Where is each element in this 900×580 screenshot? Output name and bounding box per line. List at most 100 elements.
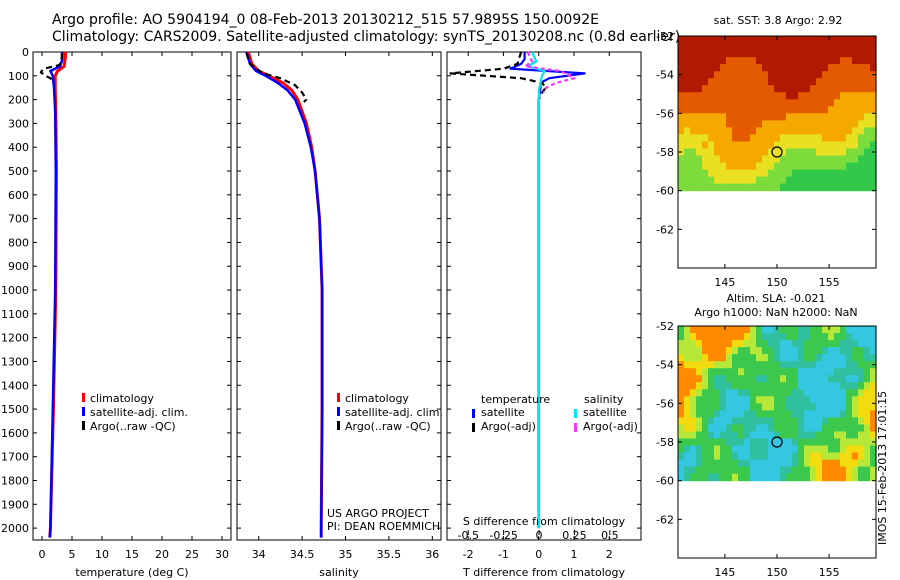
difference-panel: -2 -1 0 1 2T difference from climatology-0.5… xyxy=(446,51,642,579)
map-cell xyxy=(774,120,781,128)
legend-header: temperature xyxy=(481,393,550,406)
map-cell xyxy=(804,403,811,411)
map-cell xyxy=(810,473,817,482)
y-tick-label: 1500 xyxy=(1,403,29,416)
map-cell xyxy=(708,36,715,44)
map-cell xyxy=(786,36,793,44)
map-cell xyxy=(828,64,835,72)
map-cell xyxy=(858,417,865,425)
map-cell xyxy=(792,85,799,93)
map-cell xyxy=(810,106,817,114)
map-cell xyxy=(840,64,847,72)
map-cell xyxy=(798,347,805,355)
map-cell xyxy=(738,85,745,93)
map-cell xyxy=(828,473,835,482)
map-cell xyxy=(840,452,847,461)
map-cell xyxy=(834,417,841,425)
map-cell xyxy=(852,375,859,383)
map-cell xyxy=(762,141,769,150)
map-cell xyxy=(684,64,691,72)
map-cell xyxy=(780,134,787,142)
map-cell xyxy=(744,473,751,482)
map-cell xyxy=(678,85,685,93)
map-cell xyxy=(774,368,781,376)
map-cell xyxy=(786,134,793,142)
map-cell xyxy=(858,127,865,135)
map-y-tick-label: -62 xyxy=(656,513,674,526)
map-cell xyxy=(822,78,829,86)
top-x-tick-label: -0.25 xyxy=(489,529,517,542)
map-cell xyxy=(852,431,859,440)
map-cell xyxy=(804,354,811,362)
map-cell xyxy=(816,141,823,150)
map-cell xyxy=(810,134,817,142)
map-cell xyxy=(702,473,709,482)
map-cell xyxy=(714,438,721,447)
map-cell xyxy=(708,50,715,58)
map-cell xyxy=(702,120,709,128)
salinity-frame xyxy=(236,51,442,541)
map-cell xyxy=(828,410,835,418)
map-cell xyxy=(780,459,787,468)
map-cell xyxy=(738,120,745,128)
map-cell xyxy=(744,99,751,107)
map-cell xyxy=(816,50,823,58)
map-cell xyxy=(798,92,805,100)
map-cell xyxy=(726,431,733,440)
y-tick-label: 1300 xyxy=(1,355,29,368)
map-cell xyxy=(738,162,745,171)
map-cell xyxy=(738,134,745,142)
map-cell xyxy=(756,466,763,475)
map-cell xyxy=(744,382,751,390)
map-cell xyxy=(678,183,685,192)
map-cell xyxy=(792,36,799,44)
y-tick-label: 100 xyxy=(8,70,29,83)
map-cell xyxy=(798,438,805,447)
map-cell xyxy=(726,169,733,178)
map-cell xyxy=(750,382,757,390)
map-cell xyxy=(750,473,757,482)
map-cell xyxy=(870,473,877,482)
map-cell xyxy=(786,127,793,135)
map-cell xyxy=(690,113,697,121)
map-cell xyxy=(780,326,787,334)
map-cell xyxy=(864,347,871,355)
map-cell xyxy=(708,57,715,65)
map-cell xyxy=(690,382,697,390)
map-cell xyxy=(726,155,733,164)
map-cell xyxy=(816,417,823,425)
profile-title: Argo profile: AO 5904194_0 08-Feb-2013 2… xyxy=(52,12,599,28)
map-cell xyxy=(846,64,853,72)
map-cell xyxy=(762,438,769,447)
map-cell xyxy=(750,340,757,348)
map-cell xyxy=(870,368,877,376)
map-cell xyxy=(750,396,757,404)
map-cell xyxy=(852,141,859,150)
map-cell xyxy=(870,113,877,121)
map-cell xyxy=(732,134,739,142)
map-cell xyxy=(816,71,823,79)
map-cell xyxy=(804,92,811,100)
map-cell xyxy=(756,43,763,51)
map-cell xyxy=(750,466,757,475)
map-cell xyxy=(822,438,829,447)
map-cell xyxy=(870,466,877,475)
map-cell xyxy=(798,354,805,362)
map-cell xyxy=(786,141,793,150)
legend-label: Argo(-adj) xyxy=(583,420,638,433)
map-cell xyxy=(792,78,799,86)
map-cell xyxy=(762,85,769,93)
map-cell xyxy=(684,340,691,348)
map-cell xyxy=(738,340,745,348)
map-cell xyxy=(846,85,853,93)
map-cell xyxy=(846,127,853,135)
map-cell xyxy=(858,176,865,185)
map-cell xyxy=(756,64,763,72)
map-cell xyxy=(834,148,841,157)
map-cell xyxy=(792,50,799,58)
map-cell xyxy=(744,127,751,135)
map-cell xyxy=(864,452,871,461)
map-cell xyxy=(858,106,865,114)
sla-map-title: Altim. SLA: -0.021 xyxy=(726,292,825,305)
map-cell xyxy=(750,141,757,150)
